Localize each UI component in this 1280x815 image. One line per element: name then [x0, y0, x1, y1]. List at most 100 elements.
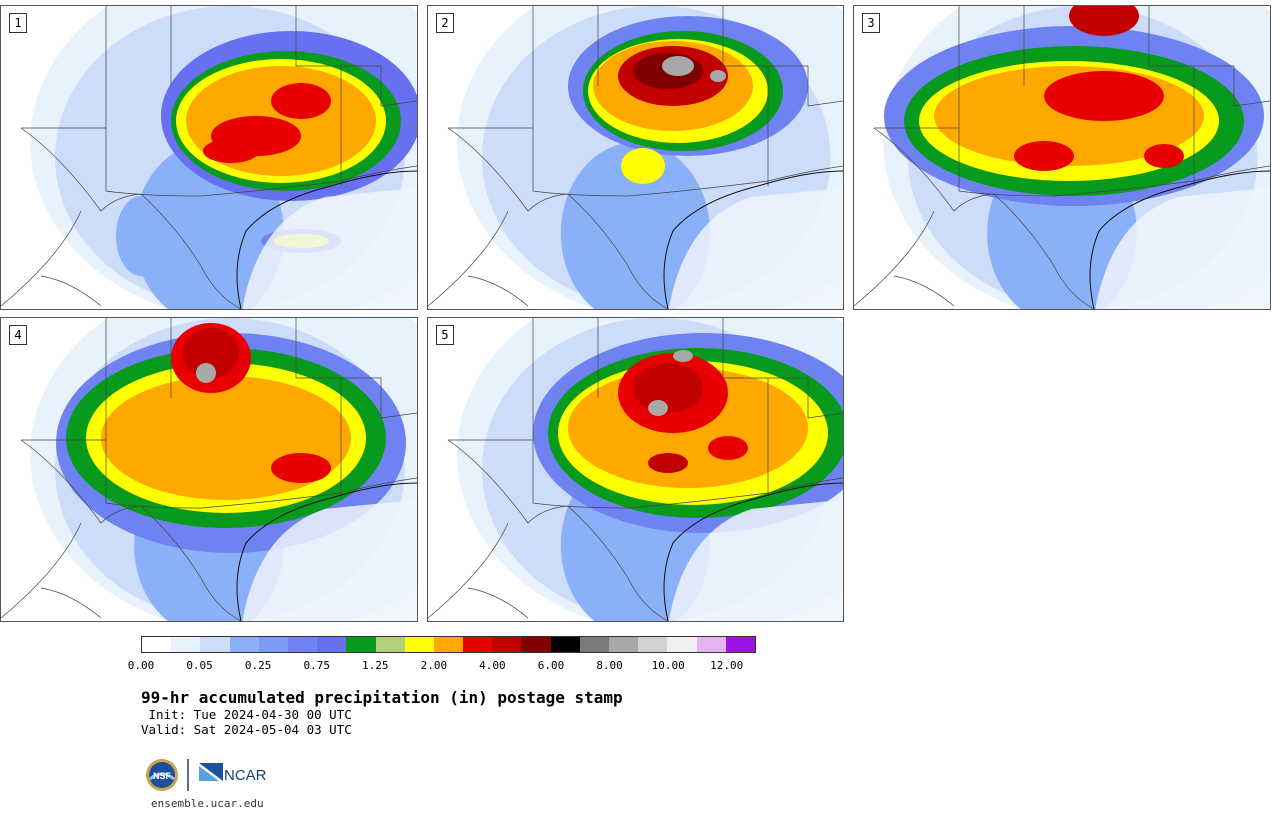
state-boundary [873, 127, 1095, 309]
precipitation-map [1, 6, 417, 309]
precip-contour [673, 350, 693, 362]
panel-number-label: 2 [436, 13, 454, 33]
website-url: ensemble.ucar.edu [151, 797, 264, 810]
colorbar-tick-label: 0.75 [303, 659, 330, 672]
colorbar-tick-labels: 0.00 0.05 0.25 0.75 1.25 2.00 4.00 6.00 8.00 10.0… [128, 659, 756, 673]
state-boundary [20, 439, 242, 621]
precip-contour [621, 148, 665, 184]
coastline [236, 170, 417, 309]
colorbar-tick-label: 0.25 [244, 659, 272, 672]
colorbar-swatch [317, 637, 347, 652]
state-boundary [532, 128, 843, 197]
precip-contour [648, 453, 688, 473]
colorbar-swatch [667, 637, 697, 652]
colorbar-swatch [579, 637, 609, 652]
gulf-of-mexico [242, 187, 417, 309]
precip-contour [648, 400, 668, 416]
nsf-logo-text: NSF [153, 771, 172, 781]
precipitation-map [428, 318, 843, 621]
state-boundary [1, 210, 82, 307]
colorbar-tick-label: 0.05 [186, 659, 213, 672]
state-boundary [295, 318, 417, 419]
state-boundary [893, 275, 955, 307]
state-boundary [1148, 6, 1270, 107]
colorbar-swatch [229, 637, 259, 652]
state-boundary [532, 440, 843, 509]
precip-contour [1014, 141, 1074, 171]
colorbar-swatch [200, 637, 230, 652]
precip-contour [271, 453, 331, 483]
precip-contour [183, 328, 239, 378]
colorbar-swatch [696, 637, 726, 652]
state-boundary [40, 587, 102, 619]
state-boundary [40, 275, 102, 307]
colorbar-tick-label: 1.25 [362, 659, 389, 672]
ensemble-member-panel-5: 5 [427, 317, 844, 622]
colorbar-swatch [521, 637, 551, 652]
precipitation-colorbar [141, 636, 756, 653]
colorbar-swatch [346, 637, 376, 652]
colorbar-tick-label: 0.00 [127, 659, 155, 672]
ensemble-member-panel-2: 2 [427, 5, 844, 310]
state-boundary [428, 210, 509, 307]
precip-contour [1069, 6, 1139, 36]
gulf-of-mexico [668, 187, 843, 309]
init-time: Init: Tue 2024-04-30 00 UTC [141, 707, 352, 722]
state-boundary [295, 6, 417, 107]
ensemble-member-panel-3: 3 [853, 5, 1271, 310]
precip-contour [203, 139, 259, 163]
colorbar-tick-label: 8.00 [596, 659, 623, 672]
precip-contour [710, 70, 726, 82]
precip-contour [633, 363, 703, 413]
colorbar-swatch [287, 637, 318, 652]
coastline [1089, 170, 1270, 309]
panel-number-label: 3 [862, 13, 880, 33]
panel-number-label: 1 [9, 13, 27, 33]
sponsor-logos: NSF NCAR [145, 757, 275, 797]
colorbar-swatch [725, 637, 755, 652]
ensemble-member-panel-4: 4 [0, 317, 418, 622]
colorbar-tick-label: 12.00 [710, 659, 744, 672]
colorbar-swatch [550, 637, 580, 652]
precip-contour [116, 196, 166, 276]
state-boundary [105, 440, 417, 509]
state-boundary [467, 587, 529, 619]
colorbar-swatch [638, 637, 668, 652]
coastline [663, 482, 843, 621]
colorbar-swatch [142, 637, 172, 652]
ncar-logo-text: NCAR [224, 767, 267, 784]
valid-time: Valid: Sat 2024-05-04 03 UTC [141, 722, 352, 737]
precipitation-map [428, 6, 843, 309]
precip-contour [1044, 71, 1164, 121]
panel-number-label: 4 [9, 325, 27, 345]
state-boundary [1, 522, 82, 619]
gulf-of-mexico [668, 499, 843, 621]
colorbar-tick-label: 4.00 [479, 659, 506, 672]
precip-band [560, 142, 711, 309]
figure-title: 99-hr accumulated precipitation (in) pos… [141, 688, 623, 707]
colorbar-swatch [258, 637, 288, 652]
panel-number-label: 5 [436, 325, 454, 345]
colorbar-swatch [492, 637, 522, 652]
coastline [663, 170, 843, 309]
colorbar-tick-label: 10.00 [651, 659, 685, 672]
state-boundary [447, 127, 669, 309]
precipitation-map [854, 6, 1270, 309]
nsf-ncar-logo: NSF NCAR [146, 759, 267, 791]
colorbar-swatch [609, 637, 639, 652]
colorbar-swatch [433, 637, 464, 652]
state-boundary [722, 6, 843, 107]
state-boundary [854, 210, 935, 307]
state-boundary [447, 439, 669, 621]
state-boundary [20, 127, 242, 309]
colorbar-swatch [171, 637, 201, 652]
precipitation-map [1, 318, 417, 621]
colorbar-tick-label: 2.00 [420, 659, 448, 672]
colorbar-swatch [463, 637, 493, 652]
coastline [236, 482, 417, 621]
gulf-of-mexico [1095, 187, 1270, 309]
colorbar-swatch [375, 637, 405, 652]
precip-contour [662, 56, 694, 76]
state-boundary [722, 318, 843, 419]
colorbar-tick-label: 6.00 [537, 659, 565, 672]
